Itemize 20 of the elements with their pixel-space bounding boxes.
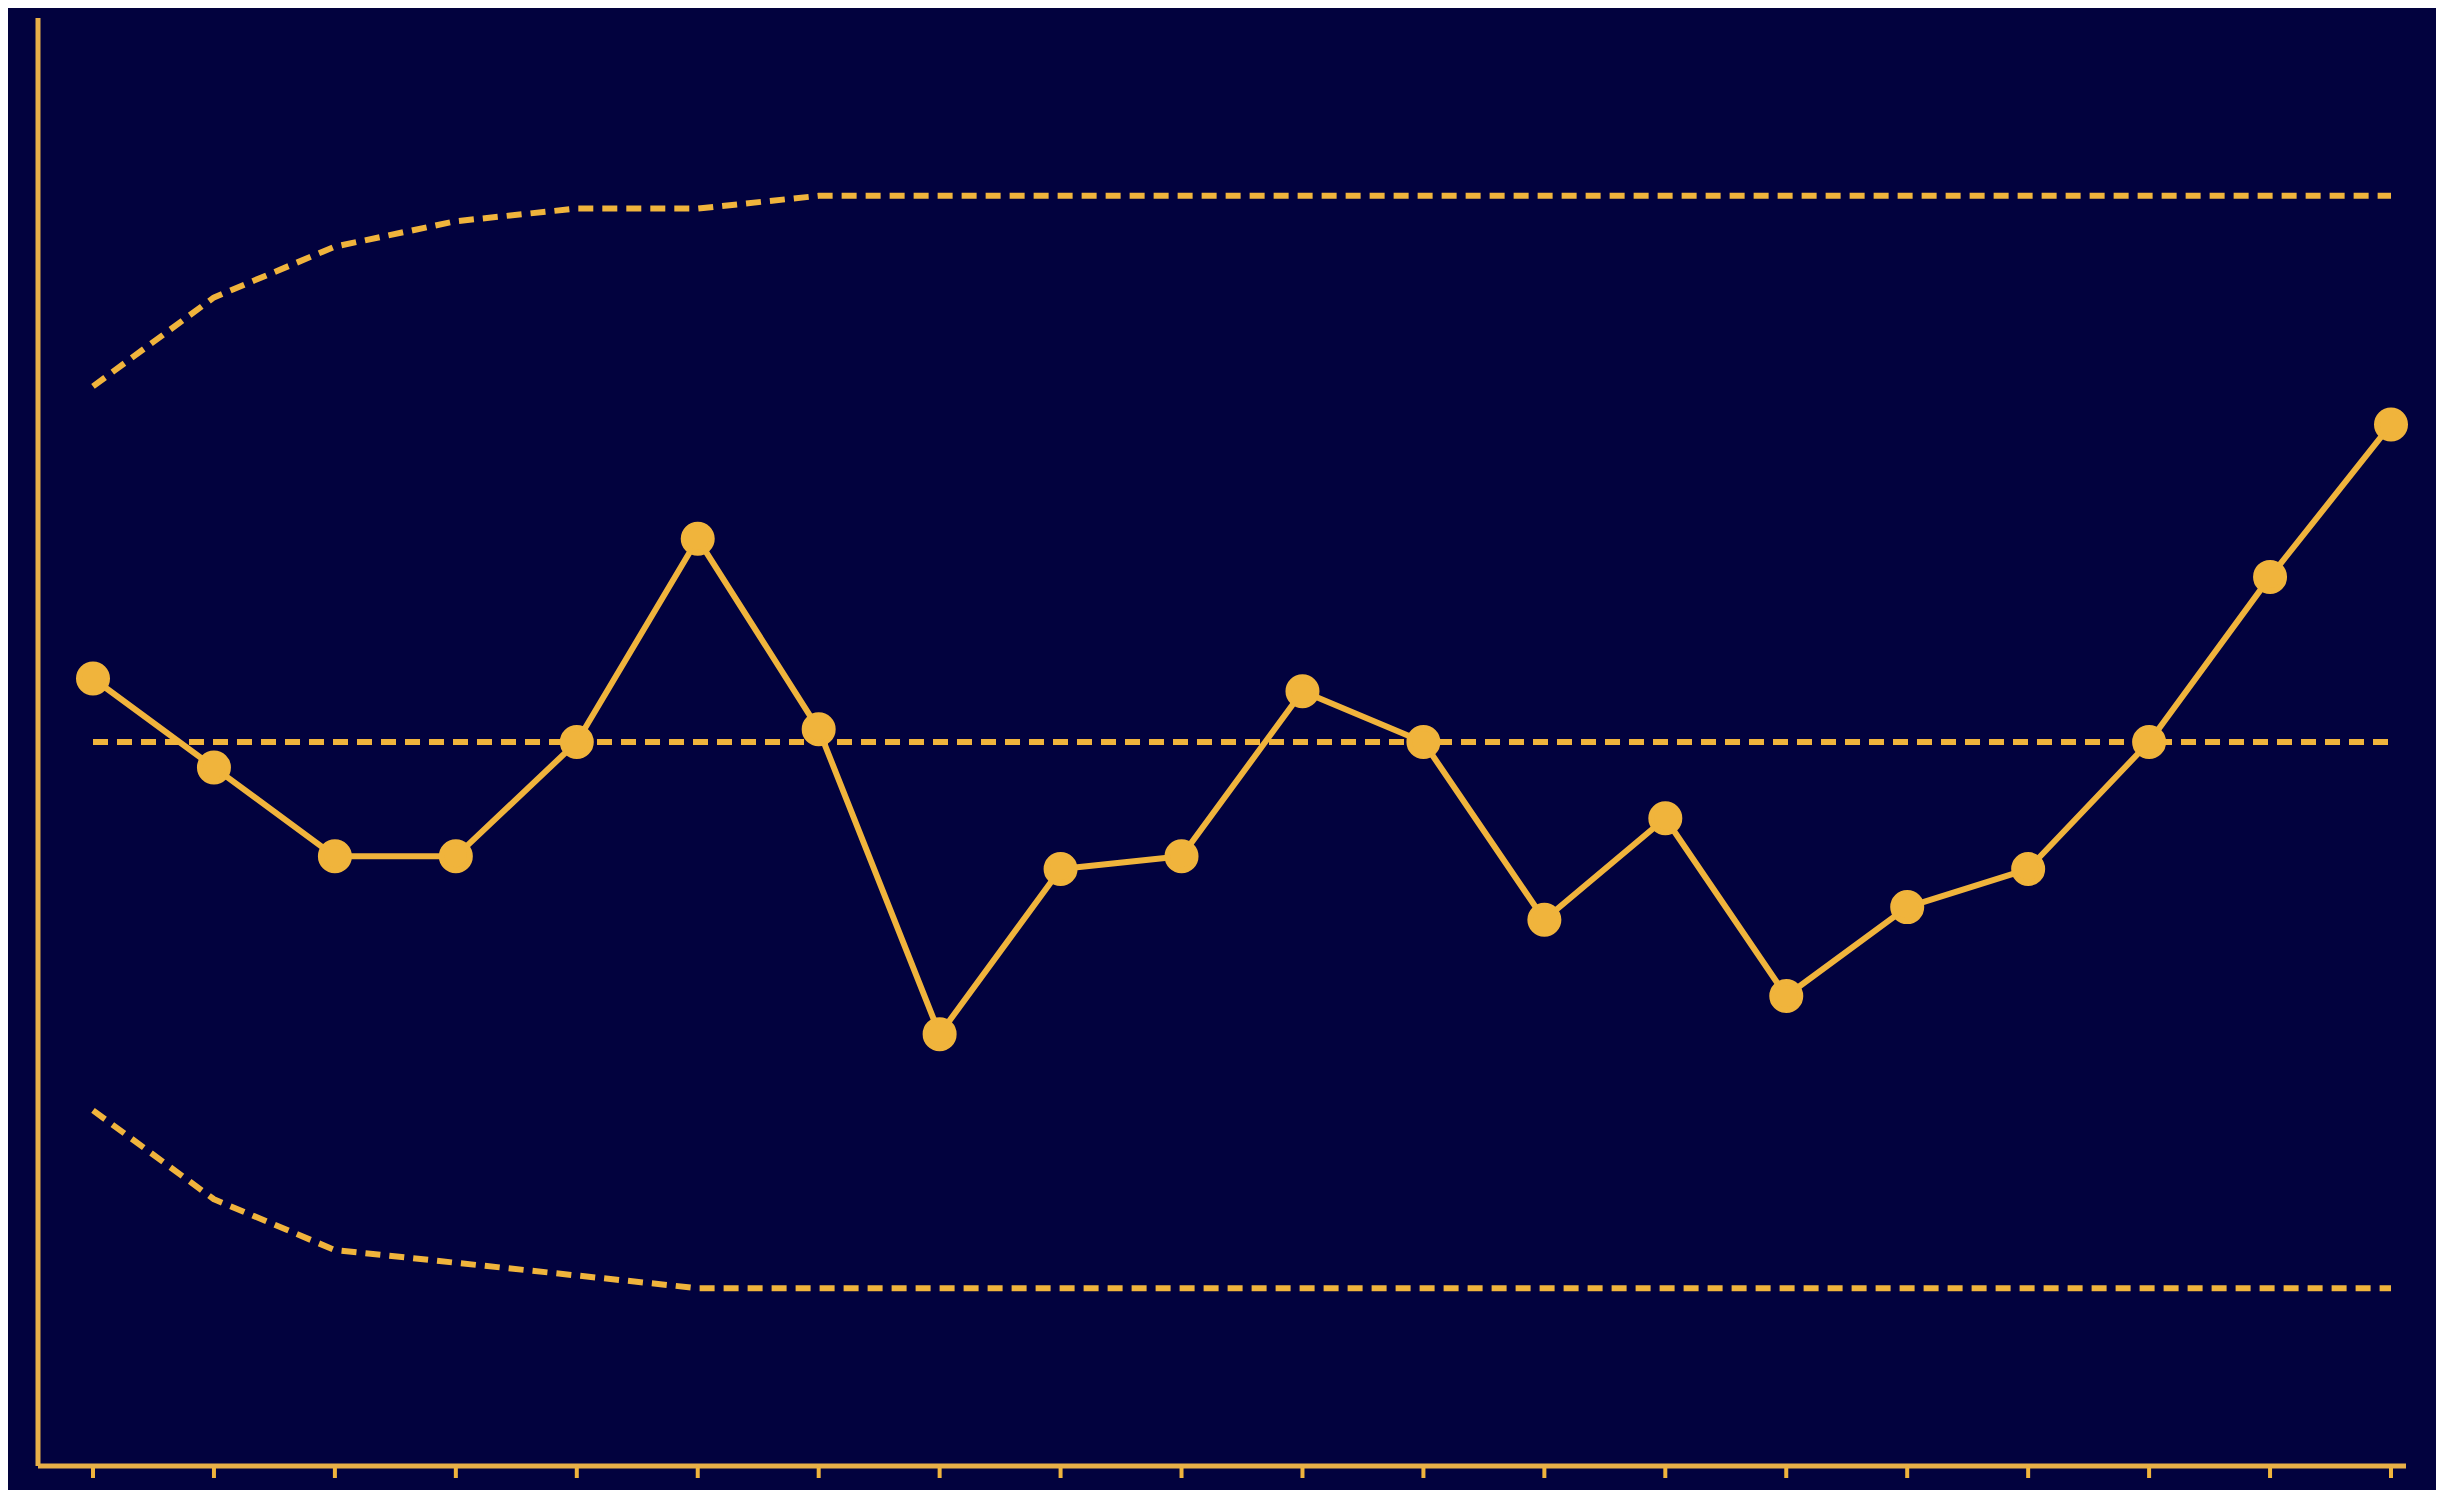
- point: [1527, 902, 1562, 937]
- point: [559, 725, 594, 759]
- point: [1648, 801, 1683, 836]
- point: [1890, 890, 1925, 925]
- point: [1406, 725, 1441, 759]
- point: [317, 839, 352, 874]
- point: [801, 712, 836, 747]
- point: [196, 750, 231, 785]
- point: [922, 1017, 957, 1052]
- point: [2253, 559, 2288, 594]
- point: [2374, 407, 2408, 442]
- point: [1043, 852, 1078, 887]
- point: [1164, 839, 1199, 874]
- point: [438, 839, 473, 874]
- point: [680, 521, 715, 556]
- point: [2132, 725, 2167, 759]
- point: [1769, 979, 1804, 1014]
- point: [2011, 852, 2046, 887]
- point: [76, 661, 110, 696]
- point: [1285, 674, 1320, 709]
